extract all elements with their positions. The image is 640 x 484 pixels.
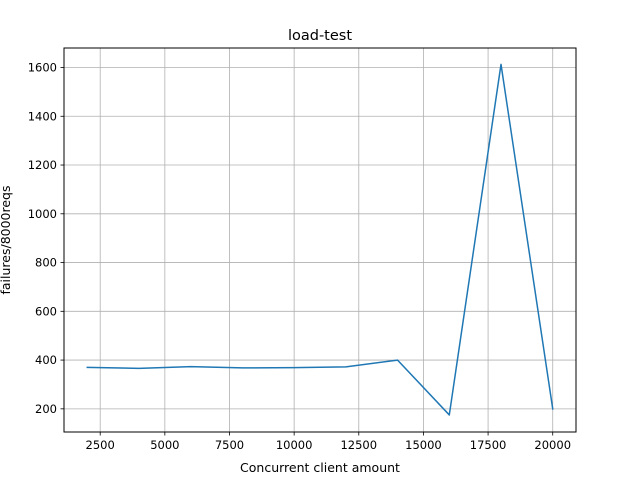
- y-axis-ticks: 200 400 600 800 1000 1200 1400 1600: [28, 61, 64, 416]
- x-axis-ticks: 2500 5000 7500 10000 12500 15000 17500 20000: [86, 432, 571, 452]
- x-axis-label: Concurrent client amount: [240, 460, 400, 475]
- chart-title: load-test: [288, 28, 352, 44]
- plot-area-frame: [63, 47, 577, 433]
- x-tick-label: 7500: [215, 438, 244, 452]
- y-tick-label: 400: [35, 353, 57, 367]
- y-tick-label: 800: [35, 256, 57, 270]
- y-tick-label: 1400: [28, 109, 57, 123]
- x-tick-label: 20000: [534, 438, 571, 452]
- y-tick-label: 600: [35, 304, 57, 318]
- x-tick-label: 17500: [470, 438, 507, 452]
- series-layer: [86, 63, 554, 416]
- x-tick-label: 10000: [276, 438, 313, 452]
- y-tick-label: 200: [35, 402, 57, 416]
- x-tick-label: 5000: [150, 438, 179, 452]
- grid: [64, 48, 576, 432]
- series-line: [86, 63, 554, 416]
- y-axis-label: failures/8000reqs: [0, 185, 13, 294]
- y-tick-label: 1600: [28, 61, 57, 75]
- x-tick-label: 2500: [86, 438, 115, 452]
- y-tick-label: 1200: [28, 158, 57, 172]
- x-tick-label: 15000: [405, 438, 442, 452]
- y-tick-label: 1000: [28, 207, 57, 221]
- x-tick-label: 12500: [340, 438, 377, 452]
